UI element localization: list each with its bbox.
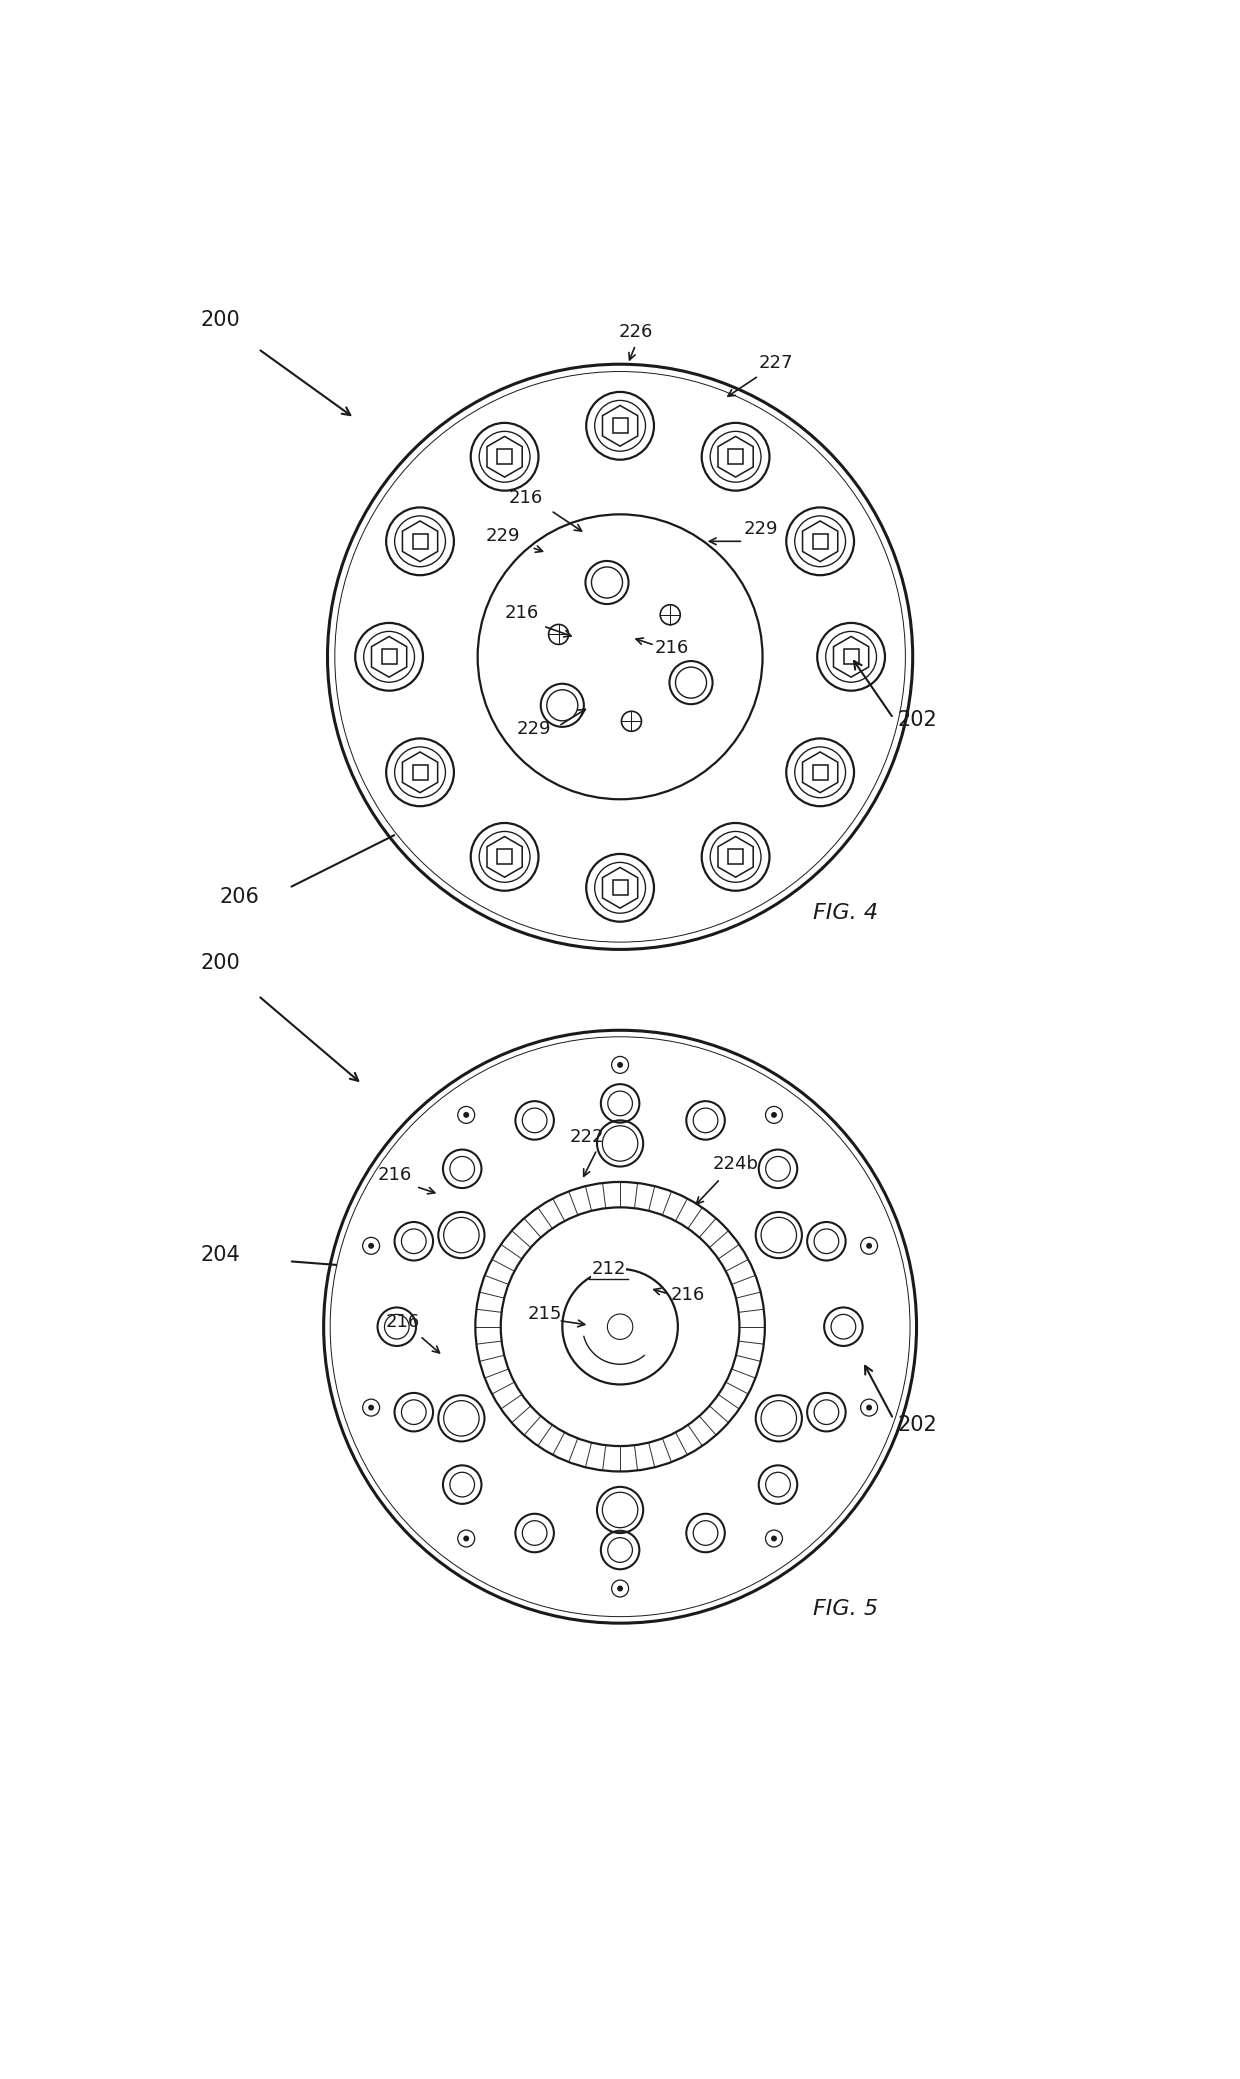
- Text: 216: 216: [670, 1285, 704, 1304]
- Text: 229: 229: [743, 520, 777, 538]
- Text: 229: 229: [485, 528, 520, 545]
- Text: 216: 216: [508, 489, 543, 507]
- Circle shape: [866, 1405, 872, 1410]
- Circle shape: [464, 1536, 469, 1541]
- Text: 216: 216: [377, 1166, 412, 1185]
- Text: 202: 202: [898, 1414, 937, 1435]
- Circle shape: [368, 1243, 374, 1249]
- Circle shape: [771, 1112, 777, 1119]
- Text: 215: 215: [528, 1306, 562, 1322]
- Text: 229: 229: [516, 719, 551, 738]
- Text: 227: 227: [759, 353, 794, 372]
- Text: 204: 204: [201, 1245, 241, 1266]
- Circle shape: [618, 1586, 622, 1593]
- Text: 224b: 224b: [713, 1154, 759, 1173]
- Text: 200: 200: [201, 952, 241, 973]
- Text: 202: 202: [898, 711, 937, 730]
- Text: 206: 206: [219, 888, 259, 906]
- Circle shape: [618, 1062, 622, 1069]
- Circle shape: [866, 1243, 872, 1249]
- Text: 226: 226: [619, 322, 652, 341]
- Text: FIG. 5: FIG. 5: [812, 1599, 878, 1620]
- Text: 212: 212: [591, 1260, 626, 1279]
- Text: 200: 200: [201, 310, 241, 331]
- Circle shape: [368, 1405, 374, 1410]
- Circle shape: [771, 1536, 777, 1541]
- Circle shape: [464, 1112, 469, 1119]
- Text: 216: 216: [655, 638, 689, 657]
- Text: FIG. 4: FIG. 4: [812, 902, 878, 923]
- Text: 216: 216: [386, 1312, 419, 1331]
- Text: 216: 216: [505, 605, 539, 622]
- Circle shape: [608, 1314, 632, 1339]
- Text: 222: 222: [570, 1129, 605, 1146]
